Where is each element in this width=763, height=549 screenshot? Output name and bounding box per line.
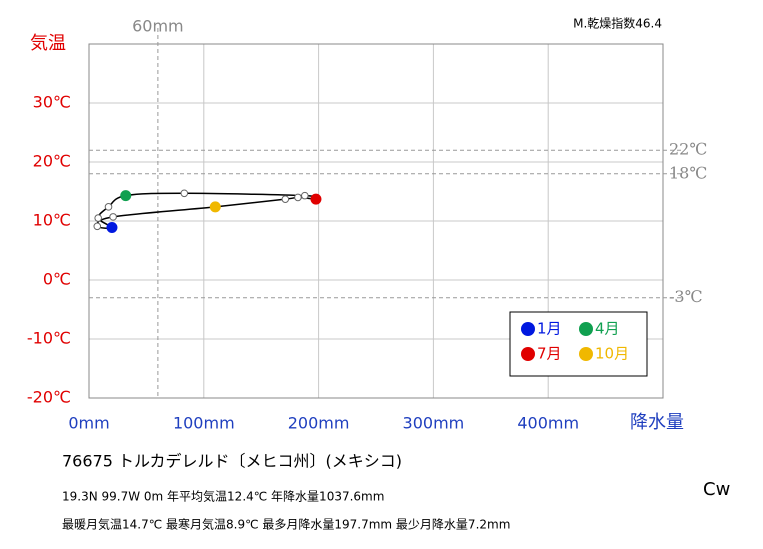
legend-label: 10月 bbox=[595, 345, 629, 363]
reference-label: 22℃ bbox=[669, 140, 707, 159]
month-point bbox=[301, 191, 309, 200]
info-line: 最暖月気温14.7℃ 最寒月気温8.9℃ 最多月降水量197.7mm 最少月降水… bbox=[62, 517, 510, 532]
month-point bbox=[281, 195, 290, 203]
y-tick-label: 30℃ bbox=[33, 93, 71, 112]
x-tick-label: 0mm bbox=[68, 414, 109, 433]
plot-border bbox=[88, 43, 664, 399]
legend-label: 4月 bbox=[595, 320, 620, 338]
reference-label: 60mm bbox=[132, 17, 184, 36]
month-point bbox=[209, 201, 221, 213]
x-tick-label: 100mm bbox=[173, 414, 235, 433]
month-point bbox=[93, 222, 102, 231]
y-tick-label: 20℃ bbox=[33, 152, 71, 171]
y-axis-title: 気温 bbox=[30, 33, 66, 54]
station: 76675 トルカデレルド〔メヒコ州〕(メキシコ) bbox=[62, 452, 402, 471]
month-point bbox=[180, 189, 189, 198]
x-tick-label: 300mm bbox=[403, 414, 465, 433]
legend-marker bbox=[579, 322, 593, 336]
legend-label: 7月 bbox=[537, 345, 562, 363]
dryness-index: M.乾燥指数46.4 bbox=[573, 16, 662, 31]
month-point bbox=[104, 203, 113, 211]
month-point bbox=[310, 193, 322, 205]
legend-label: 1月 bbox=[537, 320, 562, 338]
y-tick-label: -20℃ bbox=[27, 388, 71, 407]
legend-marker bbox=[521, 322, 535, 336]
x-tick-label: 400mm bbox=[517, 414, 579, 433]
month-point bbox=[120, 190, 132, 202]
y-tick-label: -10℃ bbox=[27, 329, 71, 348]
y-tick-label: 0℃ bbox=[43, 270, 71, 289]
info-line: 19.3N 99.7W 0m 年平均気温12.4℃ 年降水量1037.6mm bbox=[62, 489, 384, 504]
y-tick-label: 10℃ bbox=[33, 211, 71, 230]
legend-box bbox=[509, 311, 648, 377]
month-point bbox=[106, 221, 118, 233]
month-point bbox=[294, 193, 302, 202]
legend-marker bbox=[521, 347, 535, 361]
month-point bbox=[94, 214, 102, 222]
x-axis-title: 降水量 bbox=[630, 412, 684, 433]
reference-label: 18℃ bbox=[669, 163, 707, 182]
month-point bbox=[109, 213, 117, 221]
x-tick-label: 200mm bbox=[288, 414, 350, 433]
climate-class: Cw bbox=[703, 479, 730, 500]
legend-marker bbox=[579, 347, 593, 361]
reference-label: -3℃ bbox=[669, 287, 702, 306]
